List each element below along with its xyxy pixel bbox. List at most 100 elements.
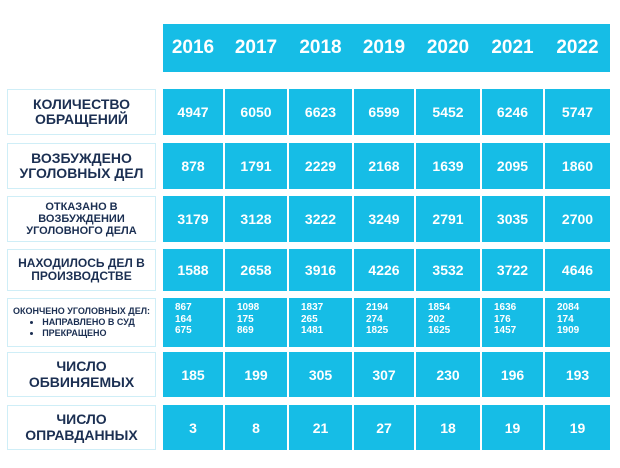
row-label-title: ОКОНЧЕНО УГОЛОВНЫХ ДЕЛ: (12, 306, 151, 317)
table-cell: 2194 274 1825 (354, 298, 414, 347)
header-year: 2018 (289, 24, 352, 72)
cell-value: 2791 (432, 211, 464, 227)
cell-value: 3722 (496, 262, 529, 278)
cell-value: 4226 (368, 262, 400, 278)
table-cell: 2700 (545, 196, 610, 242)
row-label-text: НАХОДИЛОСЬ ДЕЛ В ПРОИЗВОДСТВЕ (18, 255, 145, 283)
table-cell: 867 164 675 (163, 298, 223, 347)
cell-subvalue: 265 (301, 313, 318, 325)
cell-value: 307 (372, 366, 396, 383)
table-cell: 18 (416, 405, 480, 450)
cell-subvalue: 202 (428, 313, 445, 325)
table-cell: 6050 (225, 89, 287, 135)
cell-subvalue: 1625 (428, 325, 451, 336)
cell-subvalue: 869 (237, 325, 254, 336)
row-label: КОЛИЧЕСТВО ОБРАЩЕНИЙ (7, 89, 156, 135)
cell-value: 1639 (432, 158, 464, 174)
table-cell: 3722 (482, 249, 543, 291)
cell-value: 6246 (496, 104, 529, 120)
cell-value: 6599 (368, 104, 400, 120)
cell-subvalue: 2194 (366, 302, 389, 313)
row-sub-label: НАПРАВЛЕНО В СУД (42, 317, 135, 328)
cell-subvalue: 1837 (301, 302, 324, 313)
table-cell: 185 (163, 352, 223, 397)
cell-value: 3532 (432, 262, 464, 278)
row-label: ВОЗБУЖДЕНО УГОЛОВНЫХ ДЕЛ (7, 143, 156, 189)
table-cell: 2229 (289, 143, 352, 189)
cell-value: 4646 (561, 262, 594, 278)
table-cell: 19 (545, 405, 610, 450)
table-cell: 1837 265 1481 (289, 298, 352, 347)
cell-value: 19 (504, 419, 521, 436)
table-cell: 3179 (163, 196, 223, 242)
cell-value: 19 (569, 419, 586, 436)
table-cell: 1791 (225, 143, 287, 189)
cell-value: 3222 (304, 211, 337, 227)
table-cell: 19 (482, 405, 543, 450)
table-cell: 5452 (416, 89, 480, 135)
table-cell: 1098 175 869 (225, 298, 287, 347)
row-sub-label: ПРЕКРАЩЕНО (42, 328, 135, 339)
cell-value: 1588 (177, 262, 209, 278)
table-cell: 3249 (354, 196, 414, 242)
cell-value: 6050 (240, 104, 272, 120)
table-cell: 878 (163, 143, 223, 189)
cell-value: 1791 (240, 158, 272, 174)
table-cell: 1639 (416, 143, 480, 189)
row-label: НАХОДИЛОСЬ ДЕЛ В ПРОИЗВОДСТВЕ (7, 249, 156, 291)
cell-value: 27 (376, 419, 392, 436)
header-year: 2016 (163, 24, 223, 72)
cell-value: 230 (436, 366, 460, 383)
cell-subvalue: 1909 (557, 325, 580, 336)
table-cell: 3035 (482, 196, 543, 242)
cell-value: 878 (181, 158, 205, 174)
table-cell: 305 (289, 352, 352, 397)
cell-subvalue: 164 (175, 313, 192, 325)
row-label: ОТКАЗАНО В ВОЗБУЖДЕНИИ УГОЛОВНОГО ДЕЛА (7, 196, 156, 242)
row-label-text: КОЛИЧЕСТВО ОБРАЩЕНИЙ (32, 95, 131, 127)
cell-value: 3128 (240, 211, 272, 227)
table-cell: 4947 (163, 89, 223, 135)
cell-value: 5747 (561, 104, 594, 120)
cell-value: 2658 (240, 262, 272, 278)
table-cell: 1854 202 1625 (416, 298, 480, 347)
cell-value: 18 (440, 419, 456, 436)
table-cell: 3532 (416, 249, 480, 291)
table-cell: 199 (225, 352, 287, 397)
header-year: 2017 (225, 24, 287, 72)
table-cell: 2658 (225, 249, 287, 291)
table-cell: 6599 (354, 89, 414, 135)
table-cell: 3916 (289, 249, 352, 291)
table-cell: 27 (354, 405, 414, 450)
cell-subvalue: 174 (557, 313, 574, 325)
cell-value: 305 (308, 366, 333, 383)
cell-value: 193 (565, 366, 590, 383)
cell-subvalue: 1636 (494, 302, 517, 313)
row-label: ЧИСЛО ОБВИНЯЕМЫХ (7, 352, 156, 397)
cell-subvalue: 867 (175, 302, 192, 313)
cell-value: 3179 (177, 211, 209, 227)
cell-value: 3249 (368, 211, 400, 227)
cell-value: 6623 (304, 104, 337, 120)
table-cell: 307 (354, 352, 414, 397)
table-cell: 6623 (289, 89, 352, 135)
row-label-text: ЧИСЛО ОПРАВДАННЫХ (25, 411, 138, 443)
header-year: 2022 (545, 24, 610, 72)
cell-value: 5452 (432, 104, 464, 120)
table-cell: 196 (482, 352, 543, 397)
table-cell: 3222 (289, 196, 352, 242)
table-cell: 1636 176 1457 (482, 298, 543, 347)
cell-value: 4947 (177, 104, 209, 120)
cell-value: 8 (252, 419, 260, 436)
header-year: 2021 (482, 24, 543, 72)
row-label-text: ЧИСЛО ОБВИНЯЕМЫХ (28, 358, 135, 390)
cell-value: 3035 (496, 211, 529, 227)
cell-subvalue: 675 (175, 325, 192, 336)
cell-value: 2168 (368, 158, 400, 174)
table-cell: 6246 (482, 89, 543, 135)
cell-value: 196 (500, 366, 525, 383)
table-cell: 5747 (545, 89, 610, 135)
table-cell: 1860 (545, 143, 610, 189)
cell-value: 2095 (496, 158, 529, 174)
row-sub-labels: НАПРАВЛЕНО В СУДПРЕКРАЩЕНО (28, 317, 135, 339)
